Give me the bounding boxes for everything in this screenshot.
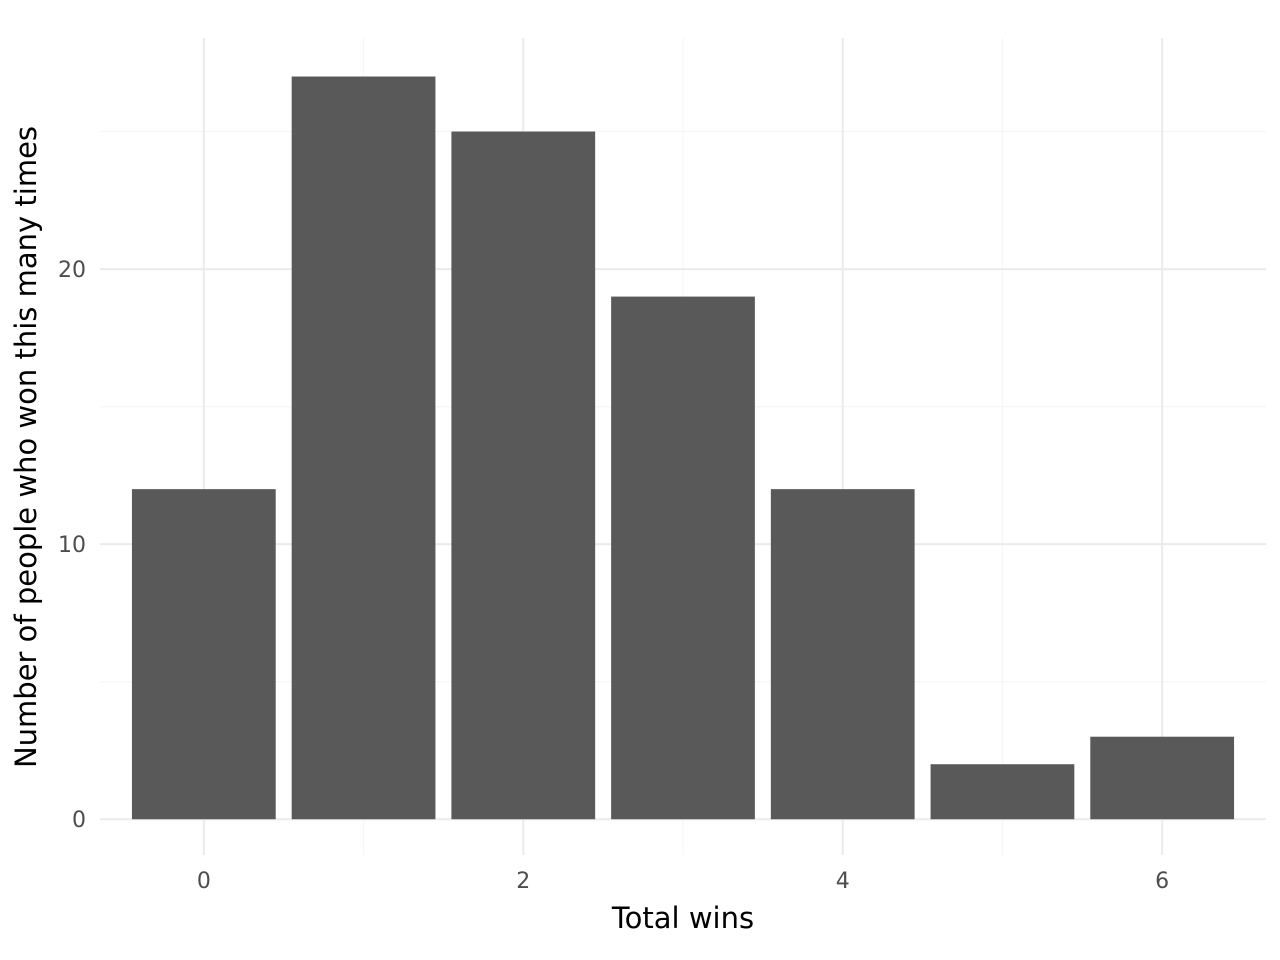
y-tick-label-10: 10: [58, 533, 86, 558]
bar-layer: [131, 76, 1235, 820]
x-axis-title: Total wins: [611, 901, 754, 935]
x-axis-ticks: 0 2 4 6: [197, 869, 1169, 894]
y-axis-title: Number of people who won this many times: [9, 126, 43, 768]
x-tick-label-4: 4: [836, 869, 850, 894]
bar-5: [930, 764, 1075, 820]
bar-0: [131, 489, 276, 820]
bar-2: [451, 131, 596, 820]
x-tick-label-2: 2: [516, 869, 530, 894]
y-tick-label-20: 20: [58, 258, 86, 283]
x-tick-label-0: 0: [197, 869, 211, 894]
bar-3: [611, 296, 755, 820]
bar-1: [291, 76, 436, 820]
x-tick-label-6: 6: [1155, 869, 1169, 894]
y-axis-ticks: 0 10 20: [58, 258, 86, 833]
bar-4: [770, 489, 915, 820]
bar-6: [1090, 736, 1235, 820]
y-tick-label-0: 0: [72, 808, 86, 833]
